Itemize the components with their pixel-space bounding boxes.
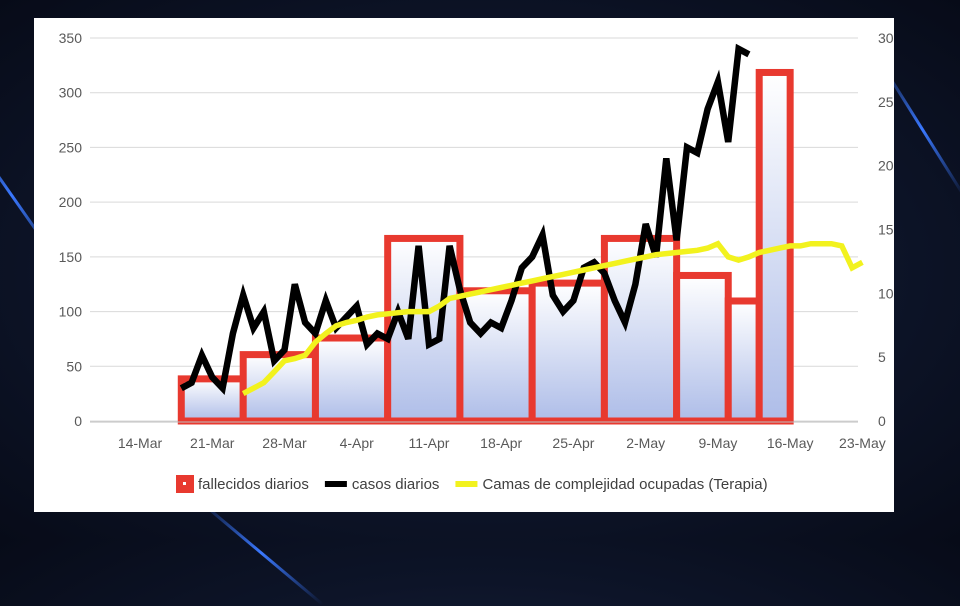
x-tick-label: 16-May	[767, 435, 814, 451]
legend-label: fallecidos diarios	[198, 476, 309, 493]
light-streak-bottom	[199, 500, 324, 606]
y-right-tick-label: 10	[878, 285, 894, 301]
death-bar	[673, 271, 732, 425]
y-left-tick-label: 200	[59, 194, 83, 210]
y-left-tick-label: 0	[74, 413, 82, 429]
combo-chart: 0 50 100 150 200 250 300 350 0 5 10 15 20 25 30 14-Mar 2…	[59, 30, 894, 493]
death-bar	[311, 334, 392, 425]
y-right-tick-label: 25	[878, 94, 894, 110]
chart-panel: 0 50 100 150 200 250 300 350 0 5 10 15 20 25 30 14-Mar 2…	[34, 18, 894, 512]
y-right-tick-label: 0	[878, 413, 886, 429]
x-tick-label: 21-Mar	[190, 435, 235, 451]
y-right-tick-label: 5	[878, 349, 886, 365]
x-tick-label: 23-May	[839, 435, 886, 451]
y-left-tick-label: 150	[59, 249, 83, 265]
x-tick-label: 18-Apr	[480, 435, 522, 451]
y-left-tick-label: 250	[59, 139, 83, 155]
death-bar	[456, 287, 536, 425]
legend-swatch-dot	[183, 482, 186, 485]
y-left-tick-label: 100	[59, 304, 83, 320]
x-tick-label: 28-Mar	[262, 435, 307, 451]
y-left-tick-label: 350	[59, 30, 83, 46]
x-tick-label: 25-Apr	[552, 435, 594, 451]
x-tick-label: 14-Mar	[118, 435, 163, 451]
legend-label: casos diarios	[352, 476, 440, 493]
x-tick-label: 9-May	[698, 435, 737, 451]
x-tick-label: 4-Apr	[340, 435, 375, 451]
death-bar	[724, 297, 763, 425]
x-tick-label: 2-May	[626, 435, 665, 451]
cases-line	[179, 43, 751, 396]
y-left-tick-label: 50	[66, 358, 82, 374]
x-tick-label: 11-Apr	[408, 435, 449, 451]
y-left-tick-label: 300	[59, 85, 83, 101]
y-right-tick-label: 30	[878, 30, 894, 46]
icu-beds-line	[241, 240, 864, 397]
y-right-tick-label: 20	[878, 158, 894, 174]
y-right-tick-label: 15	[878, 222, 894, 238]
legend-label: Camas de complejidad ocupadas (Terapia)	[482, 476, 767, 493]
